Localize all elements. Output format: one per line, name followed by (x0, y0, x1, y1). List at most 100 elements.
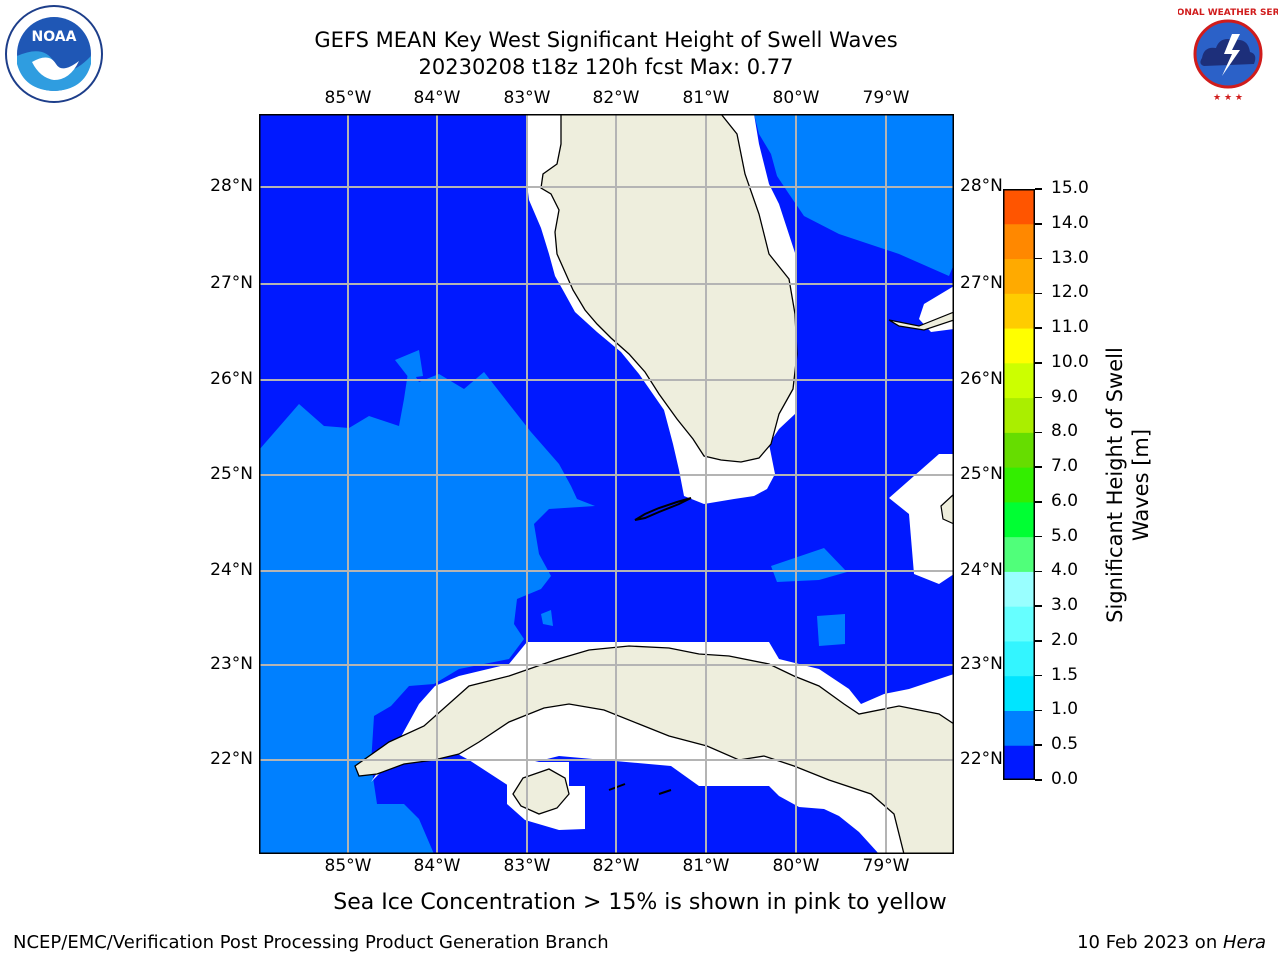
colorbar-tick-label: 1.5 (1051, 664, 1079, 685)
colorbar-tick-mark (1035, 257, 1042, 260)
colorbar-tick-mark (1035, 570, 1042, 573)
colorbar-tick-mark (1035, 501, 1042, 503)
colorbar-tick-label: 8.0 (1051, 421, 1079, 442)
colorbar-segment (1003, 640, 1035, 677)
colorbar-tick-mark (1035, 640, 1042, 642)
colorbar-segment (1003, 710, 1035, 746)
colorbar-segment (1003, 571, 1035, 607)
colorbar-tick-mark (1035, 362, 1042, 364)
swell-region-0.5-1.0-small (541, 610, 553, 626)
colorbar-segment (1003, 362, 1035, 399)
colorbar-tick-label: 1.0 (1051, 699, 1079, 720)
lon-label-bottom: 81°W (682, 856, 730, 876)
colorbar-tick-mark (1035, 466, 1042, 468)
colorbar-tick-mark (1035, 292, 1042, 295)
colorbar-segment (1003, 293, 1035, 329)
colorbar-tick-mark (1035, 744, 1042, 746)
colorbar-label-line2: Waves [m] (1129, 428, 1153, 542)
lat-label-left: 23°N (210, 654, 253, 674)
colorbar-tick-label: 11.0 (1051, 317, 1089, 338)
noaa-logo-text: NOAA (32, 29, 77, 45)
lon-label-top: 79°W (862, 88, 910, 108)
colorbar-bar (1003, 189, 1035, 780)
footer-host: Hera (1222, 932, 1266, 953)
colorbar-segment (1003, 501, 1035, 538)
footer-right: 10 Feb 2023 on Hera (1077, 932, 1266, 953)
lon-label-bottom: 82°W (592, 856, 640, 876)
lat-label-left: 26°N (210, 369, 253, 389)
lat-label-left: 25°N (210, 464, 253, 484)
colorbar-tick-label: 10.0 (1051, 351, 1089, 372)
colorbar-tick-label: 4.0 (1051, 560, 1079, 581)
colorbar-segment (1003, 189, 1035, 225)
lat-label-right: 24°N (960, 560, 1003, 580)
swell-region-0.5-1.0-west (259, 366, 595, 854)
swell-region-0.5-1.0-patch (395, 350, 423, 378)
lon-label-top: 83°W (503, 88, 551, 108)
colorbar-tick-label: 3.0 (1051, 595, 1079, 616)
colorbar-tick-label: 2.0 (1051, 629, 1079, 650)
colorbar-tick-mark (1035, 674, 1042, 677)
lon-label-top: 80°W (772, 88, 820, 108)
colorbar-tick-label: 5.0 (1051, 525, 1079, 546)
land-bahamas (888, 311, 954, 331)
colorbar-tick-mark (1035, 327, 1042, 329)
land-andros (940, 493, 954, 525)
colorbar-segment (1003, 397, 1035, 433)
footer-date: 10 Feb 2023 on (1077, 932, 1223, 953)
footer-left: NCEP/EMC/Verification Post Processing Pr… (13, 932, 609, 953)
graticule (259, 114, 954, 854)
lat-label-left: 22°N (210, 749, 253, 769)
colorbar-tick-label: 15.0 (1051, 178, 1089, 198)
colorbar-segment (1003, 432, 1035, 468)
colorbar-tick-label: 0.5 (1051, 734, 1079, 755)
florida-keys (634, 497, 692, 521)
colorbar-segment (1003, 467, 1035, 503)
colorbar-segment (1003, 536, 1035, 572)
colorbar-frame (1003, 189, 1035, 780)
nws-logo: NATIONAL WEATHER SERVICE ★ ★ ★ (1178, 4, 1278, 104)
colorbar-segment (1003, 606, 1035, 642)
map-panel (259, 114, 954, 854)
colorbar-tick-mark (1035, 605, 1042, 607)
lat-label-left: 27°N (210, 273, 253, 293)
lon-label-bottom: 83°W (503, 856, 551, 876)
colorbar-tick-label: 13.0 (1051, 247, 1089, 268)
lon-label-bottom: 79°W (862, 856, 910, 876)
lat-label-right: 27°N (960, 273, 1003, 293)
lon-label-bottom: 80°W (772, 856, 820, 876)
lon-label-bottom: 84°W (413, 856, 461, 876)
lon-label-top: 81°W (682, 88, 730, 108)
colorbar-segment (1003, 675, 1035, 711)
colorbar-tick-mark (1035, 535, 1042, 538)
chart-title: GEFS MEAN Key West Significant Height of… (314, 28, 898, 52)
lon-label-top: 82°W (592, 88, 640, 108)
swell-region-0.5-1.0-atlantic (754, 114, 954, 276)
colorbar-segment (1003, 745, 1035, 780)
colorbar-tick-mark (1035, 431, 1042, 434)
colorbar-tick-mark (1035, 396, 1042, 399)
lat-label-right: 25°N (960, 464, 1003, 484)
colorbar-tick-label: 14.0 (1051, 212, 1089, 233)
chart-subtitle: 20230208 t18z 120h fcst Max: 0.77 (418, 55, 794, 79)
swell-region-0.5-1.0-straits (771, 548, 847, 582)
colorbar (1003, 189, 1035, 780)
lat-label-left: 28°N (210, 176, 253, 196)
lon-label-bottom: 85°W (324, 856, 372, 876)
colorbar-tick-mark (1035, 779, 1042, 781)
colorbar-segment (1003, 328, 1035, 364)
colorbar-tick-label: 0.0 (1051, 769, 1079, 789)
colorbar-tick-label: 6.0 (1051, 490, 1079, 511)
noaa-logo: NOAA (4, 4, 104, 104)
colorbar-label-line1: Significant Height of Swell (1103, 347, 1127, 623)
colorbar-tick-label: 12.0 (1051, 282, 1089, 303)
lat-label-right: 23°N (960, 654, 1003, 674)
colorbar-tick-mark (1035, 709, 1042, 712)
sea-ice-caption: Sea Ice Concentration > 15% is shown in … (333, 890, 947, 915)
colorbar-segment (1003, 258, 1035, 294)
colorbar-tick-mark (1035, 223, 1042, 225)
swell-map (259, 114, 954, 854)
colorbar-tick-label: 9.0 (1051, 386, 1079, 407)
map-frame (259, 114, 954, 854)
swell-region-0.5-1.0-bank (817, 614, 845, 646)
